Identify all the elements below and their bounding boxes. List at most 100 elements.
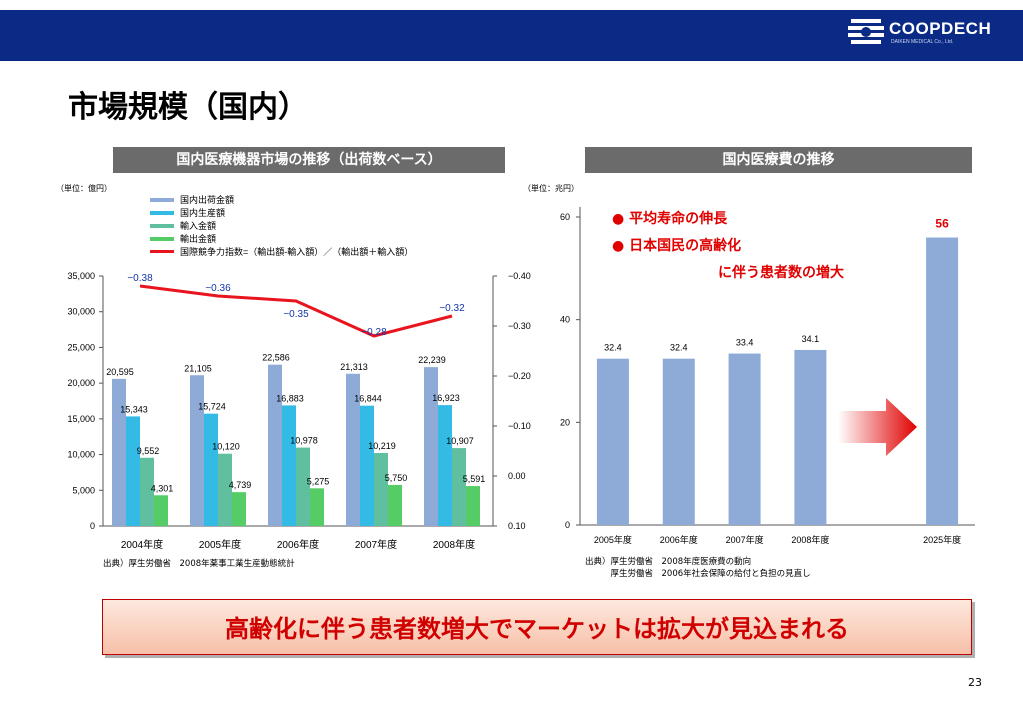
left-bar-label: 4,739 xyxy=(229,480,252,490)
left-bar-label: 9,552 xyxy=(137,446,160,456)
legend-swatch xyxy=(150,237,174,241)
left-bar xyxy=(282,405,296,526)
right-bar xyxy=(662,358,695,525)
left-bar xyxy=(140,457,154,526)
left-bar-label: 21,105 xyxy=(184,363,212,373)
legend-swatch xyxy=(150,211,174,215)
left-bar-label: 20,595 xyxy=(106,367,134,377)
left-bar-label: 22,239 xyxy=(418,355,446,365)
left-category-label: 2008年度 xyxy=(433,538,475,551)
page-title: 市場規模（国内） xyxy=(68,90,308,125)
left-bar xyxy=(232,492,246,526)
left-bar xyxy=(112,378,126,526)
right-bar xyxy=(728,353,761,525)
left-bar xyxy=(360,405,374,526)
right-bar-label: 32.4 xyxy=(604,343,622,353)
left-bar xyxy=(438,405,452,526)
left-bar-label: 10,120 xyxy=(212,442,240,452)
left-bar-label: 15,343 xyxy=(120,404,148,414)
left-y-tick-label: 0 xyxy=(90,521,95,531)
right-bar-label: 34.1 xyxy=(802,334,820,344)
left-bar-label: 5,750 xyxy=(385,473,408,483)
right-bar-label: 33.4 xyxy=(736,338,754,348)
right-y-tick-label: 20 xyxy=(560,417,570,427)
left-bar xyxy=(154,495,168,526)
left-bar xyxy=(218,453,232,526)
legend-swatch xyxy=(150,198,174,202)
left-panel-title: 国内医療機器市場の推移（出荷数ベース） xyxy=(113,147,505,173)
right-bar-label: 32.4 xyxy=(670,343,688,353)
left-y2-tick-label: −0.40 xyxy=(508,271,531,281)
logo-icon xyxy=(848,19,884,44)
right-bar xyxy=(596,358,629,525)
left-y-tick-label: 30,000 xyxy=(67,307,95,317)
left-bar-label: 10,907 xyxy=(446,436,474,446)
left-bar-label: 16,883 xyxy=(276,393,304,403)
left-bar xyxy=(296,447,310,526)
left-y2-tick-label: −0.20 xyxy=(508,371,531,381)
left-bar xyxy=(310,488,324,526)
left-y2-tick-label: 0.00 xyxy=(508,471,526,481)
line-data-label: −0.38 xyxy=(127,273,153,284)
bullet-patient-increase: に伴う患者数の増大 xyxy=(718,265,844,281)
left-bar-label: 21,313 xyxy=(340,362,368,372)
left-y-tick-label: 5,000 xyxy=(72,485,95,495)
right-bar xyxy=(794,349,827,525)
left-bar-label: 5,591 xyxy=(463,474,486,484)
line-data-label: −0.35 xyxy=(283,309,309,320)
bullet-life-expectancy: ● 平均寿命の伸長 xyxy=(612,211,728,227)
left-bar xyxy=(424,367,438,526)
left-bar xyxy=(126,416,140,526)
right-category-label: 2005年度 xyxy=(594,534,632,545)
page-number: 23 xyxy=(968,676,982,689)
right-panel-title: 国内医療費の推移 xyxy=(585,147,972,173)
right-category-label: 2008年度 xyxy=(791,534,829,545)
legend-label: 国内出荷金額 xyxy=(180,194,234,205)
left-y-tick-label: 10,000 xyxy=(67,450,95,460)
bullet-aging: ● 日本国民の高齢化 xyxy=(612,238,742,254)
line-data-label: −0.32 xyxy=(439,303,465,314)
left-category-label: 2005年度 xyxy=(199,538,241,551)
left-bar xyxy=(452,448,466,526)
logo-brand: COOPDECH xyxy=(889,19,992,38)
line-data-label: −0.28 xyxy=(361,327,387,338)
right-bar xyxy=(926,237,959,526)
left-bar xyxy=(388,484,402,526)
legend-label: 国内生産額 xyxy=(180,207,225,218)
left-y-tick-label: 20,000 xyxy=(67,378,95,388)
left-unit-label: （単位：億円） xyxy=(56,184,112,193)
left-category-label: 2004年度 xyxy=(121,538,163,551)
left-bar-label: 10,219 xyxy=(368,441,396,451)
right-category-label: 2025年度 xyxy=(923,534,961,545)
left-source-note: 出典）厚生労働省 2008年薬事工業生産動態統計 xyxy=(103,559,295,569)
left-category-label: 2007年度 xyxy=(355,538,397,551)
company-logo: COOPDECH DAIKEN MEDICAL Co., Ltd. xyxy=(845,16,995,52)
left-y-tick-label: 25,000 xyxy=(67,342,95,352)
left-y2-tick-label: 0.10 xyxy=(508,521,526,531)
left-bar xyxy=(268,364,282,526)
left-y-tick-label: 35,000 xyxy=(67,271,95,281)
legend-swatch xyxy=(150,224,174,228)
left-bar-label: 16,923 xyxy=(432,393,460,403)
left-y2-tick-label: −0.10 xyxy=(508,421,531,431)
left-bar xyxy=(466,486,480,526)
left-bar xyxy=(190,375,204,526)
right-y-tick-label: 0 xyxy=(565,520,570,530)
left-bar-label: 22,586 xyxy=(262,353,290,363)
legend-swatch xyxy=(150,250,174,253)
left-bar xyxy=(346,373,360,526)
left-bar-label: 15,724 xyxy=(198,402,226,412)
right-source-note: 出典）厚生労働省 2008年度医療費の動向 厚生労働省 2006年社会保障の給付… xyxy=(585,557,811,579)
right-category-label: 2006年度 xyxy=(660,534,698,545)
right-unit-label: （単位：兆円） xyxy=(523,184,579,193)
logo-subtitle: DAIKEN MEDICAL Co., Ltd. xyxy=(891,39,954,45)
conclusion-banner: 高齢化に伴う患者数増大でマーケットは拡大が見込まれる xyxy=(102,599,972,655)
left-bar-label: 4,301 xyxy=(151,483,174,493)
line-data-label: −0.36 xyxy=(205,283,231,294)
right-y-tick-label: 60 xyxy=(560,212,570,222)
legend-label: 輸出金額 xyxy=(180,233,216,244)
left-category-label: 2006年度 xyxy=(277,538,319,551)
left-y-tick-label: 15,000 xyxy=(67,414,95,424)
left-bar xyxy=(374,453,388,526)
